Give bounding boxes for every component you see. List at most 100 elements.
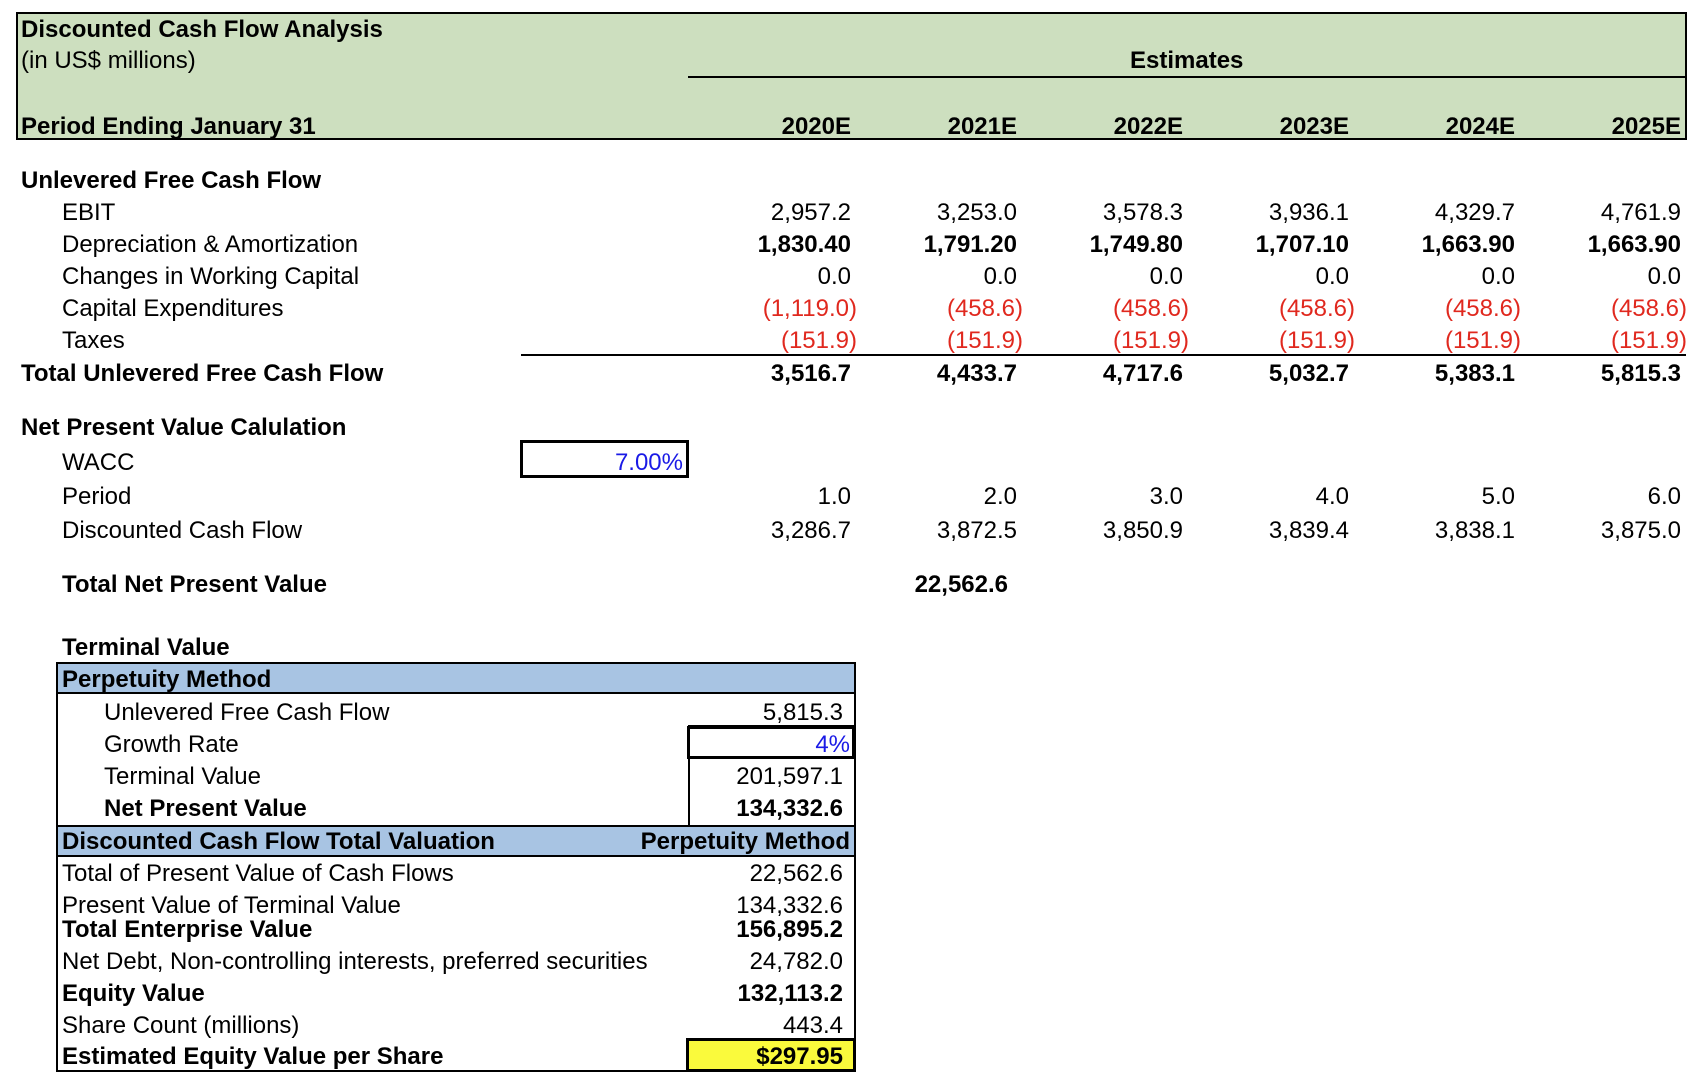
ufcf-row-label: Taxes bbox=[62, 327, 125, 354]
total-npv-value: 22,562.6 bbox=[914, 571, 1008, 598]
ufcf-cell: 3,936.1 bbox=[1268, 199, 1349, 226]
value-column-divider bbox=[688, 726, 690, 828]
wacc-label: WACC bbox=[62, 449, 135, 476]
terminal-value-label: Terminal Value bbox=[104, 763, 261, 790]
dcf-cell: 3,872.5 bbox=[936, 517, 1017, 544]
equity-value-label: Equity Value bbox=[62, 980, 205, 1007]
ufcf-total-cell: 4,433.7 bbox=[936, 360, 1017, 387]
pv-tv-label: Present Value of Terminal Value bbox=[62, 892, 401, 919]
pv-cf-value: 22,562.6 bbox=[749, 860, 843, 887]
ufcf-cell: 0.0 bbox=[1315, 263, 1349, 290]
wacc-input-box[interactable] bbox=[520, 440, 689, 478]
ufcf-cell-negative: (151.9) bbox=[1610, 327, 1687, 354]
period-label: Period Ending January 31 bbox=[21, 113, 316, 140]
valuation-header-right: Perpetuity Method bbox=[640, 828, 850, 855]
perpetuity-header: Perpetuity Method bbox=[62, 666, 272, 693]
tv-npv-label: Net Present Value bbox=[104, 795, 307, 822]
year-header: 2021E bbox=[947, 113, 1017, 140]
ufcf-cell-negative: (458.6) bbox=[1610, 295, 1687, 322]
units-note: (in US$ millions) bbox=[21, 47, 196, 74]
ufcf-total-cell: 4,717.6 bbox=[1102, 360, 1183, 387]
tv-ufcf-label: Unlevered Free Cash Flow bbox=[104, 699, 390, 726]
net-debt-value: 24,782.0 bbox=[749, 948, 843, 975]
dcf-cell: 3,875.0 bbox=[1600, 517, 1681, 544]
estimates-underline bbox=[688, 76, 1686, 78]
ufcf-heading: Unlevered Free Cash Flow bbox=[21, 167, 322, 194]
period-cell: 2.0 bbox=[983, 483, 1017, 510]
period-cell: 1.0 bbox=[817, 483, 851, 510]
terminal-heading: Terminal Value bbox=[62, 634, 230, 661]
ufcf-cell-negative: (151.9) bbox=[946, 327, 1023, 354]
dcf-cell: 3,850.9 bbox=[1102, 517, 1183, 544]
ufcf-cell: 0.0 bbox=[1481, 263, 1515, 290]
valuation-header-left: Discounted Cash Flow Total Valuation bbox=[62, 828, 495, 855]
ufcf-total-label: Total Unlevered Free Cash Flow bbox=[21, 360, 384, 387]
year-header: 2024E bbox=[1445, 113, 1515, 140]
estimates-label: Estimates bbox=[1130, 47, 1244, 74]
ufcf-cell: 4,329.7 bbox=[1434, 199, 1515, 226]
year-header: 2023E bbox=[1279, 113, 1349, 140]
per-share-value: $297.95 bbox=[756, 1043, 843, 1070]
ufcf-cell-negative: (458.6) bbox=[946, 295, 1023, 322]
ufcf-cell: 0.0 bbox=[817, 263, 851, 290]
year-header: 2020E bbox=[781, 113, 851, 140]
ufcf-cell: 0.0 bbox=[983, 263, 1017, 290]
ufcf-total-cell: 3,516.7 bbox=[770, 360, 851, 387]
ufcf-total-cell: 5,815.3 bbox=[1600, 360, 1681, 387]
ufcf-cell: 3,253.0 bbox=[936, 199, 1017, 226]
net-debt-label: Net Debt, Non-controlling interests, pre… bbox=[62, 948, 648, 975]
ufcf-cell-negative: (458.6) bbox=[1112, 295, 1189, 322]
period-cell: 4.0 bbox=[1315, 483, 1349, 510]
year-header: 2022E bbox=[1113, 113, 1183, 140]
per-share-label: Estimated Equity Value per Share bbox=[62, 1043, 444, 1070]
ufcf-cell-negative: (458.6) bbox=[1278, 295, 1355, 322]
ufcf-row-label: EBIT bbox=[62, 199, 116, 226]
ufcf-cell-negative: (151.9) bbox=[1112, 327, 1189, 354]
equity-value-value: 132,113.2 bbox=[737, 980, 843, 1007]
ufcf-cell-negative: (458.6) bbox=[1444, 295, 1521, 322]
ufcf-row-label: Depreciation & Amortization bbox=[62, 231, 359, 258]
per-share-highlight bbox=[686, 1038, 856, 1072]
growth-rate-label: Growth Rate bbox=[104, 731, 239, 758]
year-header: 2025E bbox=[1611, 113, 1681, 140]
ufcf-cell-bold: 1,663.90 bbox=[1587, 231, 1681, 258]
perpetuity-header-bar bbox=[58, 664, 854, 694]
ufcf-cell: 4,761.9 bbox=[1600, 199, 1681, 226]
tv-npv-value: 134,332.6 bbox=[736, 795, 843, 822]
dcf-cell: 3,286.7 bbox=[770, 517, 851, 544]
ufcf-cell-negative: (1,119.0) bbox=[762, 295, 857, 322]
ev-value: 156,895.2 bbox=[736, 916, 843, 943]
ufcf-row-label: Capital Expenditures bbox=[62, 295, 284, 322]
period-cell: 5.0 bbox=[1481, 483, 1515, 510]
ufcf-cell-bold: 1,749.80 bbox=[1089, 231, 1183, 258]
ufcf-total-cell: 5,383.1 bbox=[1434, 360, 1515, 387]
share-count-value: 443.4 bbox=[782, 1012, 843, 1039]
tv-ufcf-value: 5,815.3 bbox=[762, 699, 843, 726]
valuation-header-bar bbox=[58, 825, 854, 857]
period-row-label: Period bbox=[62, 483, 132, 510]
ufcf-total-cell: 5,032.7 bbox=[1268, 360, 1349, 387]
share-count-label: Share Count (millions) bbox=[62, 1012, 300, 1039]
ufcf-cell-bold: 1,707.10 bbox=[1255, 231, 1349, 258]
ufcf-cell: 0.0 bbox=[1149, 263, 1183, 290]
dcf-row-label: Discounted Cash Flow bbox=[62, 517, 303, 544]
ufcf-cell-bold: 1,663.90 bbox=[1421, 231, 1515, 258]
dcf-cell: 3,838.1 bbox=[1434, 517, 1515, 544]
ufcf-cell: 0.0 bbox=[1647, 263, 1681, 290]
terminal-value-value: 201,597.1 bbox=[736, 763, 843, 790]
sheet-title: Discounted Cash Flow Analysis bbox=[21, 16, 383, 43]
total-npv-label: Total Net Present Value bbox=[62, 571, 327, 598]
period-cell: 3.0 bbox=[1149, 483, 1183, 510]
dcf-cell: 3,839.4 bbox=[1268, 517, 1349, 544]
growth-rate-value[interactable]: 4% bbox=[815, 731, 850, 758]
ufcf-total-rule bbox=[521, 354, 1686, 356]
ufcf-cell: 3,578.3 bbox=[1102, 199, 1183, 226]
pv-cf-label: Total of Present Value of Cash Flows bbox=[62, 860, 454, 887]
wacc-value[interactable]: 7.00% bbox=[614, 449, 683, 476]
ufcf-cell-negative: (151.9) bbox=[1278, 327, 1355, 354]
period-cell: 6.0 bbox=[1647, 483, 1681, 510]
ufcf-cell-negative: (151.9) bbox=[780, 327, 857, 354]
ufcf-cell: 2,957.2 bbox=[770, 199, 851, 226]
ufcf-row-label: Changes in Working Capital bbox=[62, 263, 360, 290]
npv-heading: Net Present Value Calulation bbox=[21, 414, 347, 441]
